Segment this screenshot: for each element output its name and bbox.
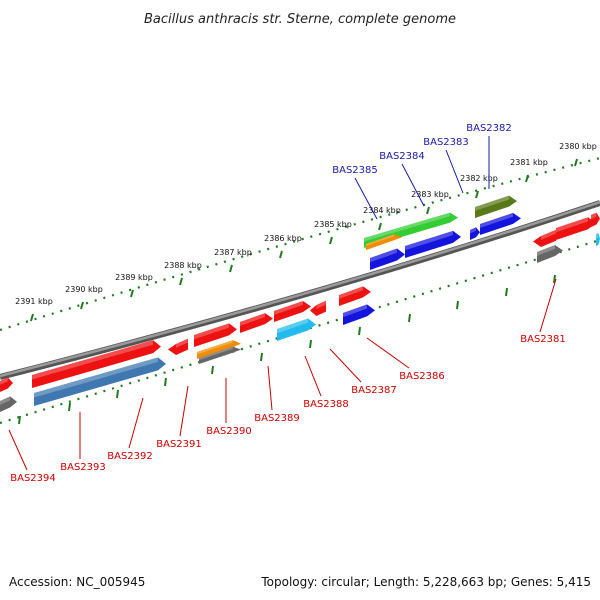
- tick-mark: [525, 174, 529, 183]
- gene-arrow: [339, 286, 371, 306]
- tick-mark: [408, 313, 411, 323]
- gene-arrow: [199, 346, 241, 364]
- tick-label: 2391 kbp: [15, 297, 53, 306]
- gene-arrow: [0, 396, 17, 412]
- gene-arrow: [537, 244, 563, 263]
- tick-mark: [68, 402, 71, 412]
- leader-line: [445, 149, 464, 194]
- tick-mark: [475, 190, 479, 199]
- tick-mark: [211, 365, 214, 375]
- gene-arrow: [197, 340, 241, 359]
- gene-arrow: [310, 300, 326, 316]
- gene-arrow: [366, 234, 402, 250]
- gene-label-bas2383: BAS2383: [423, 137, 469, 148]
- tick-mark: [329, 236, 333, 245]
- gene-label-bas2382: BAS2382: [466, 123, 512, 134]
- tick-mark: [229, 264, 233, 273]
- tick-label: 2387 kbp: [214, 248, 252, 257]
- tick-mark: [179, 277, 183, 286]
- tick-mark: [116, 389, 119, 399]
- tick-mark: [456, 300, 459, 310]
- gene-label-bas2392: BAS2392: [107, 451, 153, 462]
- tick-mark: [164, 377, 167, 387]
- gene-arrow: [168, 338, 188, 355]
- leader-line: [304, 355, 322, 397]
- tick-label: 2388 kbp: [164, 261, 202, 270]
- genome-backbone: [0, 200, 600, 380]
- gene-arrow: [343, 304, 375, 325]
- gene-label-bas2388: BAS2388: [303, 399, 349, 410]
- tick-mark: [553, 274, 556, 284]
- gene-arrow: [556, 217, 596, 240]
- leader-line: [267, 365, 273, 411]
- leader-line: [354, 177, 378, 220]
- gene-label-bas2386: BAS2386: [399, 371, 445, 382]
- gene-arrow: [405, 230, 461, 258]
- gene-features: [0, 195, 600, 412]
- genome-summary-text: Topology: circular; Length: 5,228,663 bp…: [260, 575, 591, 589]
- gene-label-bas2389: BAS2389: [254, 413, 300, 424]
- tick-label: 2381 kbp: [510, 158, 548, 167]
- tick-mark: [574, 158, 578, 167]
- gene-arrow: [274, 301, 311, 322]
- kbp-ticks: 2380 kbp 2381 kbp 2382 kbp 2383 kbp 2384 kbp…: [15, 142, 597, 425]
- leader-line: [8, 429, 28, 471]
- gene-arrow: [475, 195, 517, 218]
- gene-arrow: [370, 248, 405, 270]
- leader-line: [539, 278, 557, 333]
- tick-mark: [309, 339, 312, 349]
- tick-label: 2382 kbp: [460, 174, 498, 183]
- leader-line: [128, 397, 144, 449]
- gene-label-bas2384: BAS2384: [379, 151, 425, 162]
- gene-arrow: [34, 357, 166, 406]
- tick-mark: [279, 250, 283, 259]
- gene-label-bas2387: BAS2387: [351, 385, 397, 396]
- tick-mark: [130, 289, 134, 298]
- leader-line: [401, 163, 425, 207]
- leader-line: [179, 385, 189, 437]
- gene-arrow: [470, 227, 480, 240]
- gene-arrow: [32, 340, 161, 388]
- tick-label: 2385 kbp: [314, 220, 352, 229]
- tick-label: 2383 kbp: [411, 190, 449, 199]
- gene-label-bas2391: BAS2391: [156, 439, 202, 450]
- tick-label: 2384 kbp: [363, 206, 401, 215]
- tick-mark: [505, 287, 508, 297]
- gene-arrow: [480, 212, 521, 235]
- tick-label: 2380 kbp: [559, 142, 597, 151]
- gene-label-bas2394: BAS2394: [10, 473, 56, 484]
- gene-arrow: [591, 212, 600, 227]
- tick-mark: [80, 301, 84, 310]
- tick-label: 2390 kbp: [65, 285, 103, 294]
- gene-arrow: [533, 229, 556, 247]
- tick-mark: [358, 326, 361, 336]
- leader-line: [329, 348, 362, 383]
- gene-arrow: [194, 323, 237, 347]
- tick-mark: [30, 313, 34, 322]
- gene-label-bas2381: BAS2381: [520, 334, 566, 345]
- gene-arrow: [0, 377, 13, 392]
- tick-label: 2386 kbp: [264, 234, 302, 243]
- tick-label: 2389 kbp: [115, 273, 153, 282]
- accession-text: Accession: NC_005945: [9, 575, 145, 589]
- gene-arrow: [277, 318, 316, 341]
- gene-label-bas2393: BAS2393: [60, 462, 106, 473]
- leader-line: [366, 337, 410, 369]
- gene-arrow: [596, 232, 600, 246]
- tick-mark: [18, 415, 21, 425]
- gene-label-bas2390: BAS2390: [206, 426, 252, 437]
- map-title: Bacillus anthracis str. Sterne, complete…: [144, 12, 456, 27]
- gene-arrow: [240, 313, 273, 333]
- tick-mark: [260, 352, 263, 362]
- gene-label-bas2385: BAS2385: [332, 165, 378, 176]
- tick-mark: [378, 222, 382, 231]
- tick-mark: [426, 206, 430, 215]
